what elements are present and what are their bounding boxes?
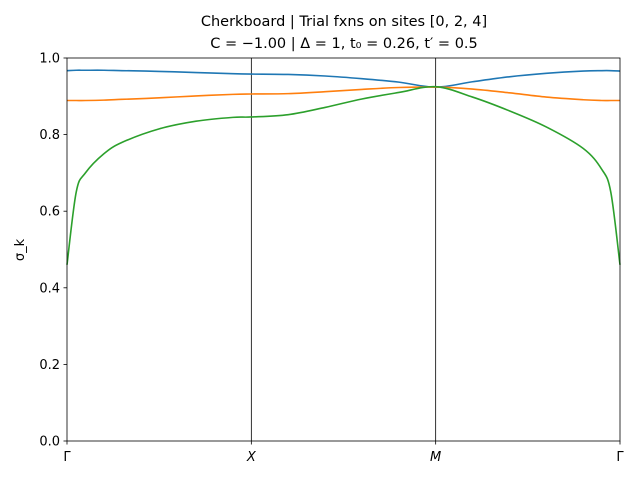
chart-title: Cherkboard | Trial fxns on sites [0, 2, …: [201, 14, 487, 30]
x-tick-label-3: Γ: [616, 450, 624, 465]
chart-subtitle: C = −1.00 | Δ = 1, t₀ = 0.26, t′ = 0.5: [210, 36, 478, 52]
y-tick-label-1: 0.2: [39, 358, 60, 373]
x-tick-label-0: Γ: [63, 450, 71, 465]
y-axis-label: σ_k: [13, 238, 28, 261]
y-tick-label-0: 0.0: [39, 435, 60, 450]
y-tick-label-3: 0.6: [39, 205, 60, 220]
series-line-0: [66, 69, 621, 88]
y-tick-label-4: 0.8: [39, 128, 60, 143]
series-line-2: [66, 85, 621, 265]
plot-area: 0.0 0.2 0.4 0.6 0.8 1.0 Γ X M Γ: [39, 52, 624, 466]
x-tick-label-1: X: [246, 450, 257, 465]
series-line-1: [66, 86, 620, 102]
y-tick-label-2: 0.4: [39, 281, 60, 296]
y-tick-label-5: 1.0: [39, 52, 60, 67]
axes-frame: [66, 57, 621, 442]
x-tick-label-2: M: [430, 450, 441, 465]
